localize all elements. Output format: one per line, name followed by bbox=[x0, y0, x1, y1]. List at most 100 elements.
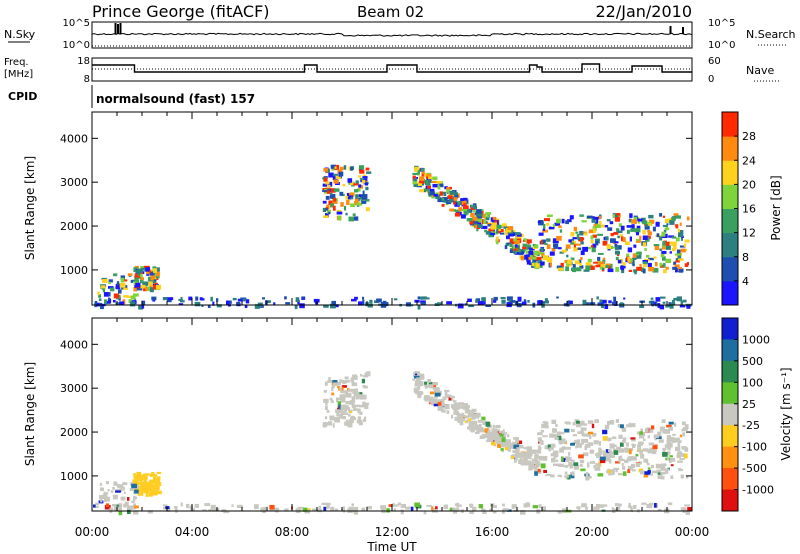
echo-cell bbox=[355, 374, 358, 378]
echo-cell bbox=[674, 264, 680, 268]
echo-cell bbox=[124, 501, 129, 507]
echo-cell bbox=[485, 421, 491, 427]
echo-cell bbox=[326, 502, 331, 506]
echo-cell bbox=[596, 218, 599, 224]
echo-cell bbox=[635, 453, 639, 457]
echo-cell bbox=[555, 459, 559, 463]
echo-cell bbox=[557, 510, 562, 514]
echo-cell bbox=[437, 401, 442, 406]
echo-cell bbox=[350, 400, 356, 403]
echo-cell bbox=[566, 264, 572, 267]
echo-cell bbox=[566, 421, 571, 425]
noise-right-label: N.Search bbox=[746, 28, 796, 41]
echo-cell bbox=[453, 400, 457, 403]
echo-cell bbox=[659, 262, 662, 267]
echo-cell bbox=[364, 385, 368, 389]
echo-cell bbox=[471, 414, 477, 417]
echo-cell bbox=[423, 173, 428, 177]
echo-cell bbox=[655, 297, 661, 302]
echo-cell bbox=[145, 287, 148, 292]
echo-cell bbox=[594, 466, 601, 471]
echo-cell bbox=[448, 194, 455, 197]
echo-cell bbox=[106, 301, 111, 304]
echo-cell bbox=[630, 463, 635, 467]
echo-cell bbox=[425, 297, 430, 300]
echo-cell bbox=[532, 258, 536, 263]
echo-cell bbox=[614, 503, 620, 507]
echo-cell bbox=[589, 436, 592, 440]
echo-cell bbox=[553, 454, 557, 459]
echo-cell bbox=[427, 185, 431, 189]
echo-cell bbox=[294, 304, 298, 310]
echo-cell bbox=[624, 447, 629, 452]
noise-right-tick-top: 10^5 bbox=[708, 18, 735, 29]
echo-cell bbox=[589, 450, 594, 454]
y-tick-label: 3000 bbox=[60, 176, 88, 189]
echo-cell bbox=[502, 223, 507, 227]
echo-cell bbox=[322, 422, 327, 428]
echo-cell bbox=[329, 415, 335, 421]
echo-cell bbox=[151, 296, 157, 301]
echo-cell bbox=[590, 240, 594, 244]
echo-cell bbox=[376, 298, 382, 303]
echo-cell bbox=[662, 301, 666, 304]
echo-cell bbox=[531, 256, 537, 260]
echo-cell bbox=[534, 450, 538, 453]
echo-cell bbox=[532, 505, 539, 509]
echo-cell bbox=[552, 238, 557, 243]
echo-cell bbox=[333, 197, 337, 202]
echo-cell bbox=[426, 173, 432, 177]
echo-cell bbox=[421, 173, 424, 177]
echo-cell bbox=[514, 240, 520, 244]
echo-cell bbox=[659, 426, 665, 432]
echo-cell bbox=[339, 380, 345, 383]
echo-cell bbox=[362, 296, 365, 300]
echo-cell bbox=[323, 215, 329, 218]
echo-cell bbox=[342, 390, 349, 394]
echo-cell bbox=[339, 171, 344, 177]
echo-cell bbox=[631, 445, 636, 448]
echo-cell bbox=[417, 170, 420, 175]
echo-cell bbox=[327, 421, 333, 426]
echo-cell bbox=[116, 504, 120, 507]
echo-cell bbox=[127, 497, 130, 501]
echo-cell bbox=[681, 446, 687, 449]
echo-cell bbox=[526, 451, 532, 457]
echo-cell bbox=[642, 261, 648, 265]
echo-cell bbox=[101, 495, 108, 500]
echo-cell bbox=[594, 222, 598, 225]
echo-cell bbox=[526, 247, 531, 250]
echo-cell bbox=[536, 256, 542, 261]
echo-cell bbox=[354, 296, 358, 300]
echo-cell bbox=[418, 386, 421, 390]
echo-cell bbox=[663, 269, 667, 274]
echo-cell bbox=[544, 445, 548, 450]
echo-cell bbox=[186, 503, 190, 509]
noise-line bbox=[91, 32, 693, 37]
echo-cell bbox=[631, 257, 637, 260]
echo-cell bbox=[621, 462, 624, 466]
echo-cell bbox=[100, 498, 103, 503]
echo-cell bbox=[535, 461, 541, 467]
echo-cell bbox=[328, 200, 333, 205]
echo-cell bbox=[433, 398, 438, 404]
echo-cell bbox=[606, 457, 610, 462]
echo-cell bbox=[216, 304, 222, 308]
echo-cell bbox=[499, 440, 502, 444]
power-panel-frame bbox=[91, 111, 693, 306]
echo-cell bbox=[512, 230, 516, 233]
echo-cell bbox=[583, 269, 590, 272]
echo-cell bbox=[120, 277, 125, 283]
colorbar-tick-label: 25 bbox=[742, 398, 756, 411]
echo-cell bbox=[684, 447, 689, 452]
noise-left-tick-top: 10^5 bbox=[63, 18, 90, 29]
echo-cell bbox=[540, 239, 543, 245]
colorbar-swatch bbox=[722, 425, 738, 448]
echo-cell bbox=[585, 302, 590, 306]
echo-cell bbox=[427, 396, 434, 401]
echo-cell bbox=[657, 475, 663, 480]
echo-cell bbox=[355, 194, 359, 199]
echo-cell bbox=[524, 238, 528, 242]
echo-cell bbox=[178, 303, 184, 306]
echo-cell bbox=[572, 434, 577, 437]
